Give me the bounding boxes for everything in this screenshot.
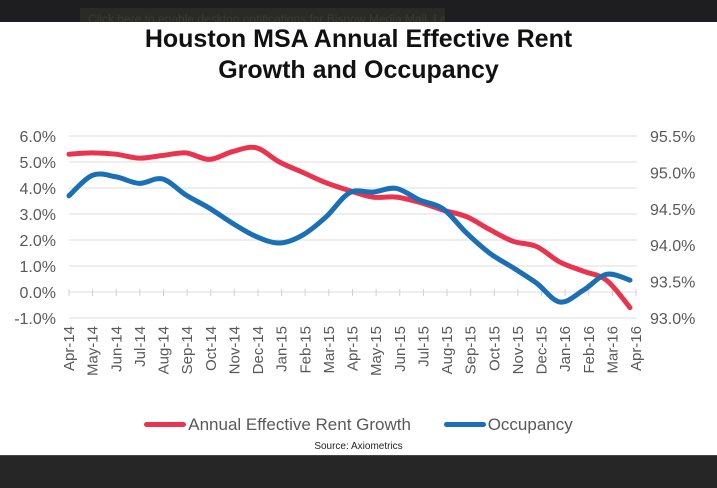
x-axis-tick-label: Sep-14 (179, 326, 196, 374)
x-axis-tick-label: Apr-16 (628, 326, 645, 371)
x-axis-tick-label: Oct-14 (203, 326, 220, 371)
right-axis-tick-label: 95.5% (650, 129, 695, 146)
x-axis-tick-label: Jun-14 (108, 326, 125, 372)
left-axis-tick-label: -1.0% (14, 311, 56, 328)
left-axis-tick-label: 4.0% (20, 181, 56, 198)
left-axis-tick-label: 6.0% (20, 129, 56, 146)
left-axis-tick-label: 0.0% (20, 285, 56, 302)
right-axis-tick-label: 95.0% (650, 165, 695, 182)
x-axis-tick-label: Dec-15 (534, 326, 551, 374)
right-axis-tick-label: 93.5% (650, 275, 695, 292)
x-axis-tick-label: Jun-15 (392, 326, 409, 372)
occupancy-line (69, 174, 630, 302)
x-axis-tick-label: Nov-14 (226, 326, 243, 374)
x-axis-tick-label: Apr-14 (61, 326, 78, 371)
x-axis-tick-label: Jan-15 (274, 326, 291, 372)
right-axis-tick-label: 93.0% (650, 311, 695, 328)
legend-swatch-occupancy (444, 422, 486, 427)
rent-growth-line (69, 147, 630, 307)
legend-swatch-rent-growth (144, 422, 186, 427)
x-axis-tick-label: Feb-15 (297, 326, 314, 374)
x-axis-tick-label: Feb-16 (581, 326, 598, 374)
left-axis-tick-label: 5.0% (20, 155, 56, 172)
x-axis-tick-label: May-15 (368, 326, 385, 376)
x-axis-tick-label: Jul-15 (415, 326, 432, 367)
x-axis-tick-label: Jan-16 (557, 326, 574, 372)
x-axis-tick-label: Oct-15 (486, 326, 503, 371)
left-axis-tick-label: 3.0% (20, 207, 56, 224)
legend-label-occupancy: Occupancy (488, 415, 573, 435)
bottom-dark-bar (0, 455, 717, 488)
x-axis-tick-label: Aug-14 (156, 326, 173, 374)
legend-label-rent-growth: Annual Effective Rent Growth (188, 415, 411, 435)
right-axis-tick-label: 94.5% (650, 202, 695, 219)
x-axis-tick-label: Mar-15 (321, 326, 338, 374)
x-axis-tick-label: Nov-15 (510, 326, 527, 374)
legend-item-occupancy: Occupancy (444, 415, 573, 435)
x-axis-tick-label: May-14 (85, 326, 102, 376)
x-axis-tick-label: Sep-15 (463, 326, 480, 374)
legend: Annual Effective Rent Growth Occupancy (0, 412, 717, 435)
left-axis-tick-label: 2.0% (20, 233, 56, 250)
x-axis-tick-label: Mar-16 (604, 326, 621, 374)
legend-item-rent-growth: Annual Effective Rent Growth (144, 415, 411, 435)
x-axis-tick-label: Apr-15 (345, 326, 362, 371)
left-axis-tick-label: 1.0% (20, 259, 56, 276)
x-axis-tick-label: Dec-14 (250, 326, 267, 374)
source-note: Source: Axiometrics (0, 441, 717, 452)
right-axis-tick-label: 94.0% (650, 238, 695, 255)
x-axis-tick-label: Jul-14 (132, 326, 149, 367)
x-axis-tick-label: Aug-15 (439, 326, 456, 374)
